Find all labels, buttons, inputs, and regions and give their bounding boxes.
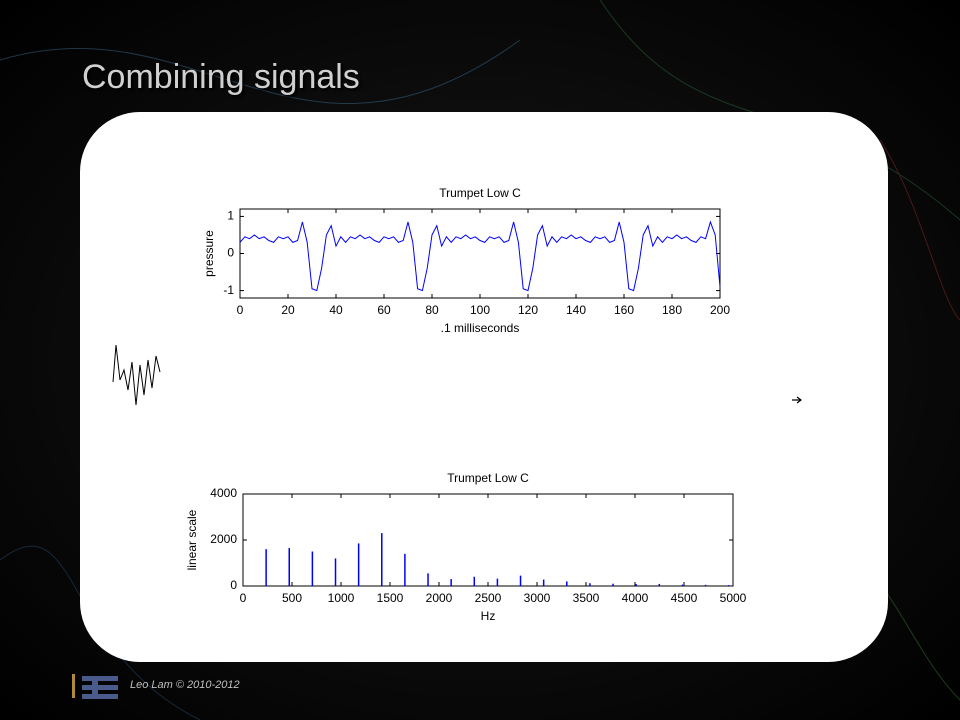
x-tick-label: 1000 bbox=[328, 591, 355, 605]
footer: Leo Lam © 2010-2012 bbox=[130, 679, 240, 691]
signal-line bbox=[239, 220, 721, 292]
chart-title: Trumpet Low C bbox=[447, 471, 529, 485]
x-tick-label: 60 bbox=[377, 303, 391, 317]
x-tick-label: 20 bbox=[281, 303, 295, 317]
x-tick-label: 0 bbox=[237, 303, 244, 317]
y-axis-label: linear scale bbox=[185, 509, 199, 570]
x-tick-label: 180 bbox=[662, 303, 682, 317]
x-tick-label: 80 bbox=[425, 303, 439, 317]
y-tick-label: 0 bbox=[230, 578, 237, 592]
slide-title: Combining signals bbox=[82, 58, 360, 96]
x-tick-label: 140 bbox=[566, 303, 586, 317]
y-tick-label: 1 bbox=[227, 209, 234, 223]
arrow-icon bbox=[792, 396, 802, 404]
y-tick-label: 4000 bbox=[210, 486, 237, 500]
x-tick-label: 4000 bbox=[622, 591, 649, 605]
x-tick-label: 40 bbox=[329, 303, 343, 317]
x-axis-label: .1 milliseconds bbox=[441, 321, 520, 335]
x-tick-label: 4500 bbox=[671, 591, 698, 605]
y-tick-label: -1 bbox=[223, 283, 234, 297]
x-tick-label: 1500 bbox=[377, 591, 404, 605]
x-tick-label: 3000 bbox=[524, 591, 551, 605]
axes-box bbox=[242, 493, 734, 587]
x-tick-label: 2000 bbox=[426, 591, 453, 605]
x-tick-label: 120 bbox=[518, 303, 538, 317]
x-tick-label: 200 bbox=[710, 303, 730, 317]
x-axis-label: Hz bbox=[481, 609, 496, 623]
x-tick-label: 160 bbox=[614, 303, 634, 317]
x-tick-label: 0 bbox=[240, 591, 247, 605]
y-tick-label: 0 bbox=[227, 246, 234, 260]
x-tick-label: 2500 bbox=[475, 591, 502, 605]
y-tick-label: 2000 bbox=[210, 532, 237, 546]
chart: 0 500 1000 1500 2000 2500 3000 3500 4000 4500 5000… bbox=[185, 471, 746, 623]
x-tick-label: 5000 bbox=[720, 591, 747, 605]
y-axis-label: pressure bbox=[202, 230, 216, 277]
x-tick-label: 500 bbox=[282, 591, 302, 605]
x-tick-label: 3500 bbox=[573, 591, 600, 605]
logo bbox=[72, 674, 118, 699]
chart-title: Trumpet Low C bbox=[439, 186, 521, 200]
x-tick-label: 100 bbox=[470, 303, 490, 317]
waveform-icon bbox=[112, 344, 161, 406]
